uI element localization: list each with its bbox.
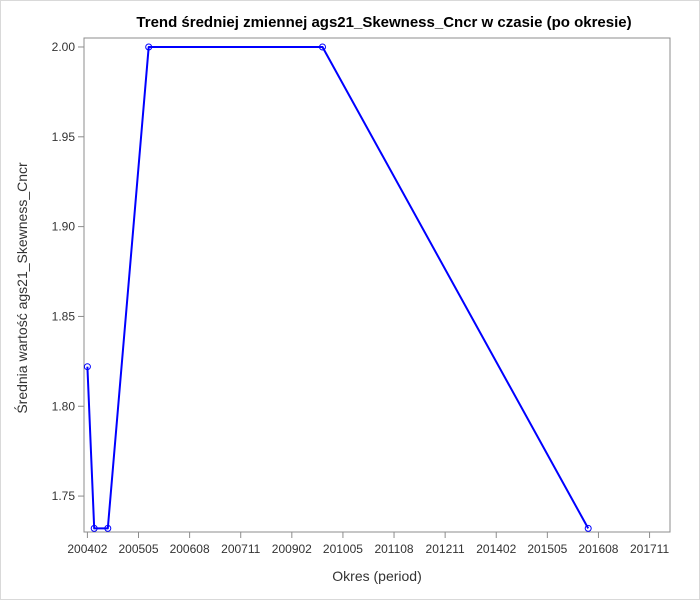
y-axis: 1.75 1.80 1.85 1.90 1.95 2.00	[52, 40, 84, 503]
x-tick-label: 201608	[578, 542, 618, 556]
x-tick-label: 201505	[527, 542, 567, 556]
data-point	[145, 43, 153, 51]
x-tick-label: 200711	[221, 542, 260, 556]
y-tick-label: 1.75	[52, 489, 76, 503]
data-point	[584, 524, 592, 532]
data-point	[83, 363, 91, 371]
y-tick-label: 1.95	[52, 130, 76, 144]
x-axis: 200402 200505 200608 200711 200902 201005 2011…	[67, 532, 669, 556]
data-point	[90, 524, 98, 532]
x-tick-label: 200402	[67, 542, 107, 556]
x-tick-label: 200902	[272, 542, 312, 556]
y-tick-label: 1.85	[52, 309, 76, 323]
x-tick-label: 200608	[170, 542, 210, 556]
data-point	[319, 43, 326, 51]
x-tick-label: 201108	[374, 542, 413, 556]
x-tick-label: 201402	[476, 542, 516, 556]
x-tick-label: 201211	[426, 542, 465, 556]
plot-area	[83, 37, 671, 533]
x-tick-label: 201005	[323, 542, 363, 556]
series-line	[86, 46, 590, 530]
x-axis-label: Okres (period)	[332, 568, 421, 584]
x-tick-label: 200505	[118, 542, 158, 556]
y-tick-label: 1.80	[52, 399, 76, 413]
y-tick-label: 1.90	[52, 220, 76, 234]
data-point	[104, 524, 112, 532]
y-tick-label: 2.00	[52, 40, 76, 54]
y-axis-label: Średnia wartość ags21_Skewness_Cncr	[13, 162, 30, 414]
series-layer	[83, 43, 592, 532]
chart-title: Trend średniej zmiennej ags21_Skewness_C…	[136, 14, 631, 31]
x-tick-label: 201711	[630, 542, 669, 556]
